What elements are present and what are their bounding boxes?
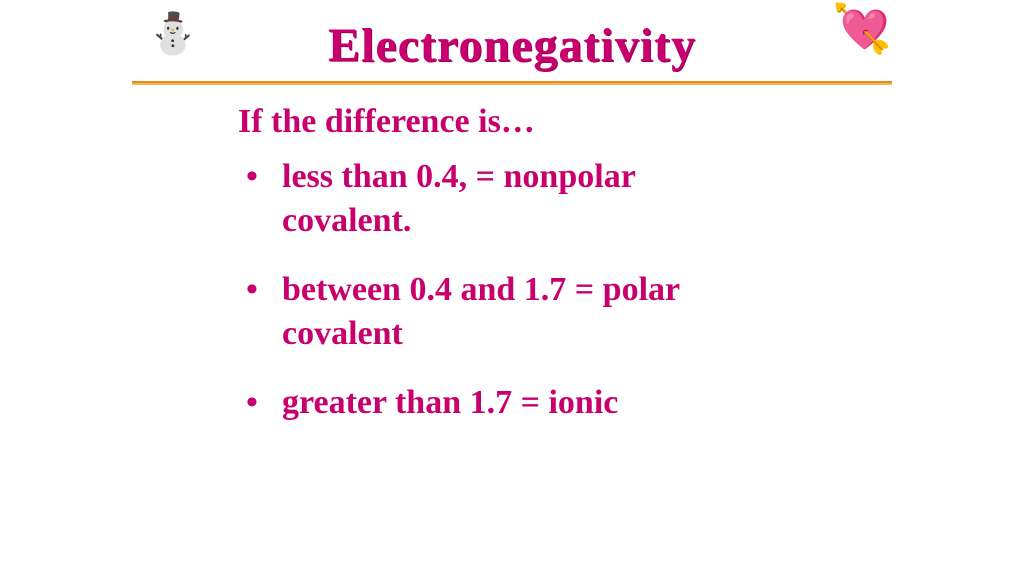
cupid-icon: 💘 bbox=[832, 6, 892, 54]
slide-header: ⛄ Electronegativity 💘 bbox=[0, 0, 1024, 85]
horizontal-rule bbox=[132, 81, 892, 85]
page-title: Electronegativity bbox=[328, 18, 696, 73]
intro-text: If the difference is… bbox=[238, 103, 758, 141]
slide-body: If the difference is… less than 0.4, = n… bbox=[238, 103, 758, 425]
snowman-icon: ⛄ bbox=[148, 14, 198, 54]
bullet-list: less than 0.4, = nonpolar covalent. betw… bbox=[238, 155, 758, 425]
list-item: greater than 1.7 = ionic bbox=[238, 381, 702, 425]
list-item: less than 0.4, = nonpolar covalent. bbox=[238, 155, 702, 242]
list-item: between 0.4 and 1.7 = polar covalent bbox=[238, 268, 702, 355]
